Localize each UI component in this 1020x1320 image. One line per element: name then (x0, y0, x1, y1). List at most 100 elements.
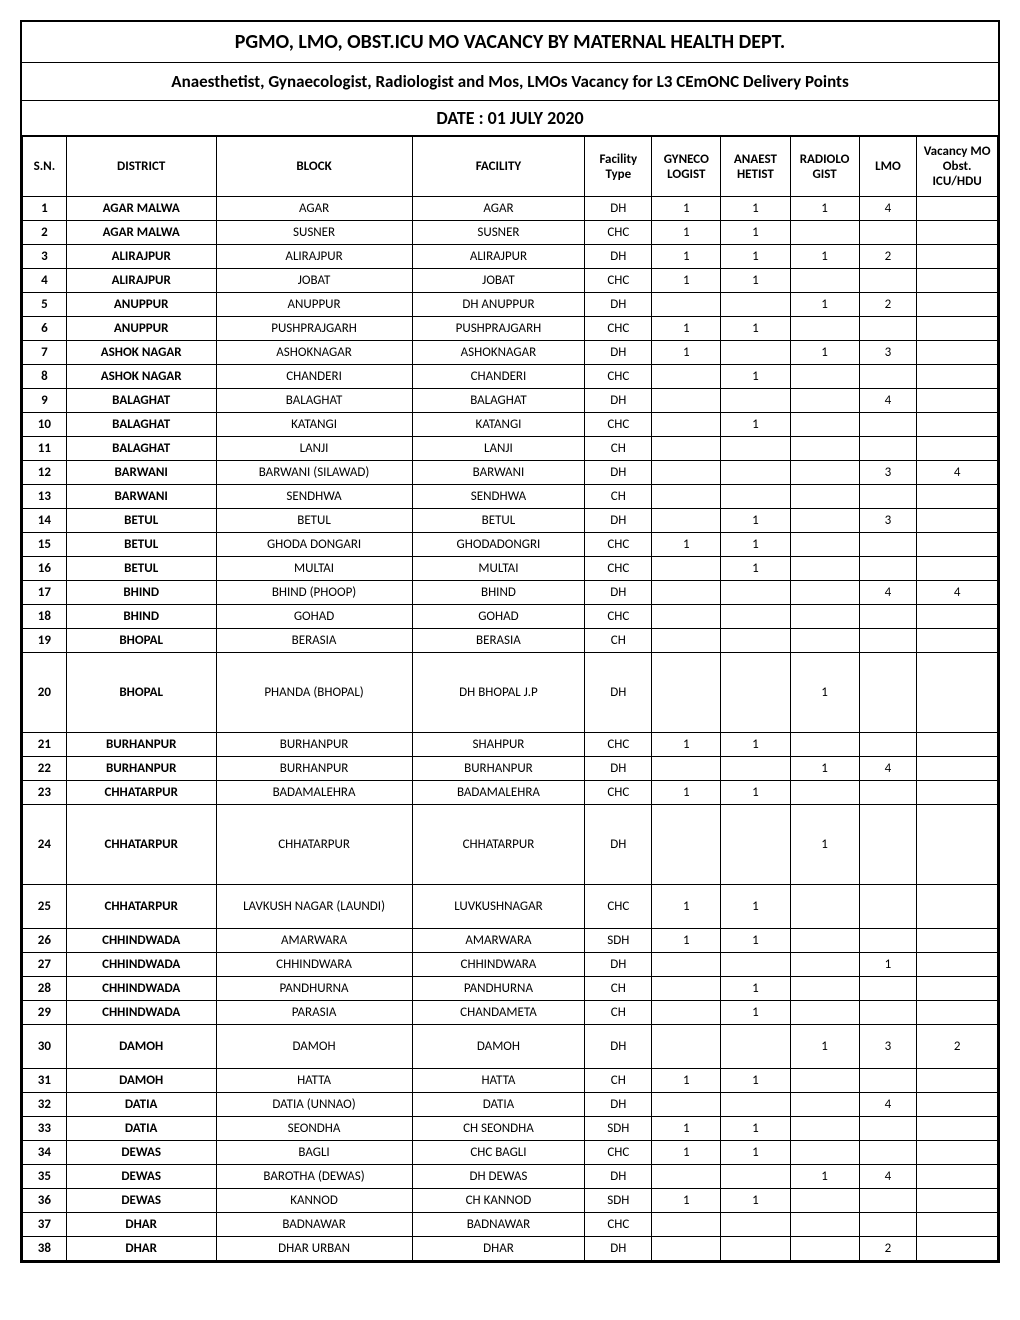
cell-sn: 24 (23, 805, 67, 885)
cell-gyneco (652, 1165, 721, 1189)
cell-facility-type: SDH (585, 929, 652, 953)
cell-lmo (859, 733, 917, 757)
cell-radiolo: 1 (790, 653, 859, 733)
cell-gyneco (652, 365, 721, 389)
table-row: 27CHHINDWADACHHINDWARACHHINDWARADH1 (23, 953, 998, 977)
cell-facility: ALIRAJPUR (412, 245, 585, 269)
cell-anaest (721, 485, 790, 509)
cell-facility-type: CH (585, 629, 652, 653)
cell-facility-type: DH (585, 1165, 652, 1189)
cell-vacancy (917, 885, 998, 929)
cell-lmo (859, 1213, 917, 1237)
cell-sn: 27 (23, 953, 67, 977)
cell-block: KATANGI (216, 413, 412, 437)
cell-facility: GOHAD (412, 605, 585, 629)
cell-lmo (859, 437, 917, 461)
cell-sn: 7 (23, 341, 67, 365)
cell-gyneco (652, 605, 721, 629)
cell-lmo (859, 1117, 917, 1141)
cell-block: BALAGHAT (216, 389, 412, 413)
cell-sn: 23 (23, 781, 67, 805)
col-header-block: BLOCK (216, 137, 412, 197)
table-row: 29CHHINDWADAPARASIACHANDAMETACH1 (23, 1001, 998, 1025)
cell-sn: 29 (23, 1001, 67, 1025)
cell-facility-type: CH (585, 977, 652, 1001)
col-header-district: DISTRICT (66, 137, 216, 197)
cell-facility-type: CH (585, 1001, 652, 1025)
cell-facility: JOBAT (412, 269, 585, 293)
cell-block: SENDHWA (216, 485, 412, 509)
cell-sn: 15 (23, 533, 67, 557)
cell-anaest: 1 (721, 1189, 790, 1213)
cell-block: KANNOD (216, 1189, 412, 1213)
cell-anaest: 1 (721, 317, 790, 341)
cell-sn: 13 (23, 485, 67, 509)
cell-radiolo: 1 (790, 245, 859, 269)
cell-facility-type: CHC (585, 413, 652, 437)
cell-facility-type: CHC (585, 533, 652, 557)
cell-district: BALAGHAT (66, 389, 216, 413)
cell-facility-type: DH (585, 581, 652, 605)
cell-facility-type: DH (585, 1093, 652, 1117)
cell-anaest (721, 341, 790, 365)
vacancy-table-page: PGMO, LMO, OBST.ICU MO VACANCY BY MATERN… (20, 20, 1000, 1263)
cell-facility: MULTAI (412, 557, 585, 581)
cell-district: CHHINDWADA (66, 977, 216, 1001)
cell-lmo: 2 (859, 245, 917, 269)
cell-vacancy (917, 293, 998, 317)
cell-facility: BETUL (412, 509, 585, 533)
cell-anaest (721, 953, 790, 977)
cell-vacancy (917, 221, 998, 245)
cell-radiolo (790, 733, 859, 757)
table-row: 10BALAGHATKATANGIKATANGICHC1 (23, 413, 998, 437)
cell-facility-type: CHC (585, 1141, 652, 1165)
cell-anaest (721, 629, 790, 653)
cell-lmo: 1 (859, 953, 917, 977)
cell-gyneco (652, 581, 721, 605)
cell-anaest: 1 (721, 221, 790, 245)
cell-district: BURHANPUR (66, 757, 216, 781)
cell-facility: SENDHWA (412, 485, 585, 509)
cell-vacancy (917, 437, 998, 461)
cell-block: GHODA DONGARI (216, 533, 412, 557)
cell-facility-type: DH (585, 653, 652, 733)
cell-facility-type: DH (585, 341, 652, 365)
cell-facility: BADNAWAR (412, 1213, 585, 1237)
cell-district: AGAR MALWA (66, 197, 216, 221)
cell-sn: 32 (23, 1093, 67, 1117)
cell-district: CHHINDWADA (66, 1001, 216, 1025)
cell-anaest (721, 461, 790, 485)
cell-facility: HATTA (412, 1069, 585, 1093)
cell-vacancy (917, 317, 998, 341)
cell-lmo (859, 557, 917, 581)
cell-gyneco (652, 437, 721, 461)
cell-gyneco: 1 (652, 733, 721, 757)
cell-radiolo (790, 389, 859, 413)
cell-gyneco (652, 509, 721, 533)
cell-gyneco (652, 653, 721, 733)
cell-block: DHAR URBAN (216, 1237, 412, 1261)
page-title: PGMO, LMO, OBST.ICU MO VACANCY BY MATERN… (22, 22, 998, 63)
cell-lmo (859, 221, 917, 245)
cell-lmo (859, 605, 917, 629)
table-row: 26CHHINDWADAAMARWARAAMARWARASDH11 (23, 929, 998, 953)
cell-anaest: 1 (721, 781, 790, 805)
cell-district: ALIRAJPUR (66, 269, 216, 293)
cell-gyneco: 1 (652, 245, 721, 269)
cell-gyneco (652, 557, 721, 581)
cell-vacancy (917, 1117, 998, 1141)
cell-facility: BALAGHAT (412, 389, 585, 413)
cell-district: DATIA (66, 1093, 216, 1117)
cell-sn: 9 (23, 389, 67, 413)
cell-district: BARWANI (66, 461, 216, 485)
cell-sn: 21 (23, 733, 67, 757)
cell-anaest: 1 (721, 533, 790, 557)
cell-facility-type: DH (585, 245, 652, 269)
table-row: 14BETULBETULBETULDH13 (23, 509, 998, 533)
cell-anaest (721, 437, 790, 461)
table-row: 24CHHATARPURCHHATARPURCHHATARPURDH1 (23, 805, 998, 885)
col-header-vacancy: Vacancy MO Obst. ICU/HDU (917, 137, 998, 197)
table-row: 37DHARBADNAWARBADNAWARCHC (23, 1213, 998, 1237)
cell-vacancy: 4 (917, 461, 998, 485)
table-row: 22BURHANPURBURHANPURBURHANPURDH14 (23, 757, 998, 781)
